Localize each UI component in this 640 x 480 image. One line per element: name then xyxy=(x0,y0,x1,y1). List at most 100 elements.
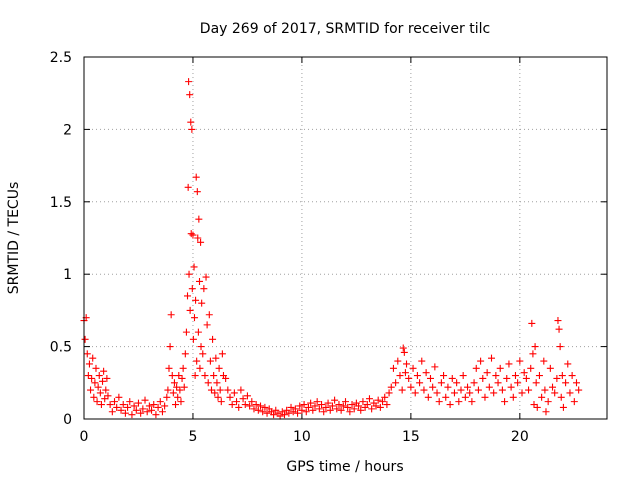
data-point xyxy=(207,386,215,394)
data-point xyxy=(570,398,578,406)
data-point xyxy=(381,393,389,401)
data-point xyxy=(83,350,91,358)
data-point xyxy=(203,321,211,329)
data-point xyxy=(237,386,245,394)
data-point xyxy=(217,398,225,406)
data-point xyxy=(400,348,408,356)
data-point xyxy=(559,403,567,411)
data-point xyxy=(485,383,493,391)
data-point xyxy=(106,401,114,409)
data-point xyxy=(474,386,482,394)
data-point xyxy=(252,401,260,409)
y-tick-label: 1.5 xyxy=(50,195,72,211)
data-point xyxy=(194,328,202,336)
data-point xyxy=(178,374,186,382)
data-point xyxy=(132,406,140,414)
data-point xyxy=(337,406,345,414)
data-point xyxy=(185,270,193,278)
data-point xyxy=(440,372,448,380)
data-points xyxy=(80,78,583,420)
data-point xyxy=(108,408,116,416)
data-point xyxy=(194,234,202,242)
data-point xyxy=(558,372,566,380)
data-point xyxy=(304,403,312,411)
x-tick-label: 20 xyxy=(511,429,529,445)
x-tick-label: 10 xyxy=(293,429,311,445)
data-point xyxy=(528,319,536,327)
data-point xyxy=(102,386,110,394)
data-point xyxy=(128,411,136,419)
data-point xyxy=(189,231,197,239)
data-point xyxy=(175,372,183,380)
data-point xyxy=(243,392,251,400)
data-point xyxy=(130,402,138,410)
data-point xyxy=(488,354,496,362)
data-point xyxy=(568,372,576,380)
data-point xyxy=(464,383,472,391)
data-point xyxy=(215,364,223,372)
y-tick-label: 2.5 xyxy=(50,50,72,66)
data-point xyxy=(531,343,539,351)
grid-lines xyxy=(84,57,607,419)
data-point xyxy=(541,386,549,394)
data-point xyxy=(554,317,562,325)
data-point xyxy=(93,398,101,406)
data-point xyxy=(224,386,232,394)
data-point xyxy=(442,393,450,401)
tick-labels: 0 5 10 15 20 0 0.5 1 1.5 2 2.5 xyxy=(50,50,529,445)
x-tick-label: 5 xyxy=(188,429,197,445)
data-point xyxy=(218,350,226,358)
data-point xyxy=(173,383,181,391)
data-point xyxy=(210,372,218,380)
data-point xyxy=(165,364,173,372)
data-point xyxy=(92,364,100,372)
data-point xyxy=(453,379,461,387)
data-point xyxy=(437,379,445,387)
data-point xyxy=(259,408,267,416)
data-point xyxy=(182,328,190,336)
data-point xyxy=(186,306,194,314)
data-point xyxy=(553,374,561,382)
data-point xyxy=(379,398,387,406)
data-point xyxy=(479,374,487,382)
data-point xyxy=(394,357,402,365)
data-point xyxy=(392,379,400,387)
data-point xyxy=(527,364,535,372)
data-point xyxy=(572,379,580,387)
data-point xyxy=(188,285,196,293)
data-point xyxy=(190,263,198,271)
data-point xyxy=(84,372,92,380)
data-point xyxy=(429,383,437,391)
data-point xyxy=(187,118,195,126)
data-point xyxy=(413,372,421,380)
data-point xyxy=(179,364,187,372)
data-point xyxy=(409,364,417,372)
data-point xyxy=(198,299,206,307)
data-point xyxy=(494,379,502,387)
data-point xyxy=(450,389,458,397)
plot-frame xyxy=(83,56,608,420)
data-point xyxy=(311,402,319,410)
data-point xyxy=(492,372,500,380)
data-point xyxy=(201,372,209,380)
data-point xyxy=(399,344,407,352)
data-point xyxy=(507,383,515,391)
data-point xyxy=(81,335,89,343)
data-point xyxy=(522,374,530,382)
data-point xyxy=(302,408,310,416)
data-point xyxy=(431,363,439,371)
data-point xyxy=(481,393,489,401)
data-point xyxy=(549,383,557,391)
data-point xyxy=(483,369,491,377)
data-point xyxy=(195,215,203,223)
data-point xyxy=(141,396,149,404)
data-point xyxy=(505,360,513,368)
data-point xyxy=(250,405,258,413)
data-point xyxy=(501,398,509,406)
data-point xyxy=(211,389,219,397)
data-point xyxy=(235,403,243,411)
data-point xyxy=(365,395,373,403)
data-point xyxy=(85,360,93,368)
data-point xyxy=(315,405,323,413)
data-point xyxy=(186,91,194,99)
